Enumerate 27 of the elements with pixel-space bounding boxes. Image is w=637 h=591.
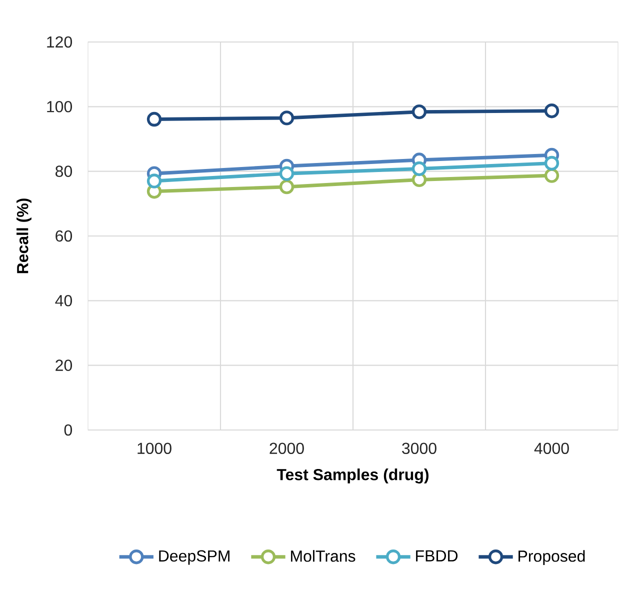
x-tick-label: 2000: [270, 442, 304, 454]
y-tick-label: 80: [56, 166, 72, 177]
point: [412, 104, 427, 120]
legend-label: DeepSPM: [159, 550, 230, 565]
point: [146, 112, 162, 127]
point: [279, 180, 294, 194]
y-axis-title: Recall (%): [16, 198, 32, 274]
y-tick-label: 100: [47, 101, 72, 112]
point: [544, 104, 560, 118]
point: [146, 174, 162, 188]
y-tick-label: 60: [56, 230, 72, 242]
x-axis-title: Test Samples (drug): [276, 468, 429, 484]
legend-label: Proposed: [518, 550, 585, 565]
point: [544, 156, 560, 171]
y-tick-label: 20: [56, 360, 72, 371]
y-tick-label: 40: [55, 294, 72, 306]
legend-label: MolTrans: [291, 550, 356, 562]
x-tick-label: 3000: [402, 442, 436, 454]
x-tick-label: 4000: [534, 442, 569, 454]
y-tick-label: 120: [47, 36, 72, 48]
point: [412, 161, 427, 176]
y-tick-label: 0: [64, 424, 72, 436]
point: [544, 168, 560, 183]
point: [279, 110, 294, 126]
point: [279, 166, 294, 181]
x-tick-label: 1000: [138, 442, 172, 454]
legend-label: FBDD: [416, 550, 458, 562]
